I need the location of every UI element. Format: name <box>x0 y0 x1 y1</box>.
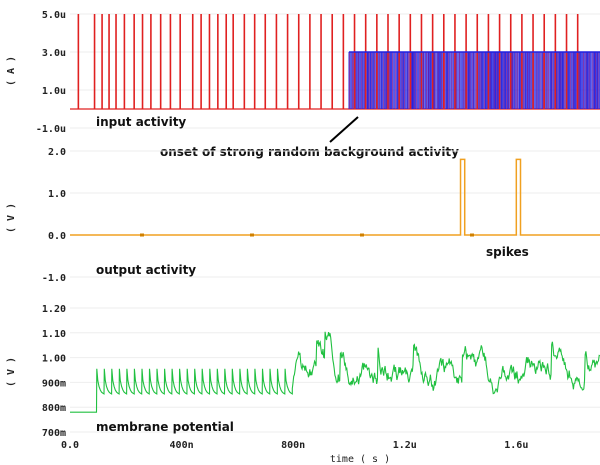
panel2-ytick-label: 0.0 <box>48 231 66 242</box>
panel1-ylabel: ( A ) <box>6 56 17 86</box>
panel2-ytick-label: 1.0 <box>48 189 66 200</box>
panel1-ytick-label: 1.0u <box>42 86 66 97</box>
panel3-series <box>70 331 600 413</box>
output-baseline-mark <box>250 233 254 237</box>
panel2-ytick-label: 2.0 <box>48 147 66 158</box>
panel1-series <box>70 14 600 110</box>
panel1-ytick-label: -1.0u <box>36 124 66 135</box>
x-tick-label: 0.0 <box>61 440 79 451</box>
panel2-ytick-labels: 2.0 1.0 0.0 -1.0 <box>42 147 66 284</box>
panel2-series <box>70 158 600 237</box>
annotation-output-activity: output activity <box>96 263 196 277</box>
panel2-ylabel: ( V ) <box>6 203 17 233</box>
x-tick-label: 1.2u <box>393 440 417 451</box>
panel3-ytick-labels: 1.20 1.10 1.00 900m 800m 700m <box>42 304 66 439</box>
panel3-ytick-label: 1.20 <box>42 304 66 315</box>
panel1-ytick-label: 5.0u <box>42 10 66 21</box>
panel1-ytick-label: 3.0u <box>42 48 66 59</box>
output-baseline-mark <box>140 233 144 237</box>
panel-output-activity: 2.0 1.0 0.0 -1.0 ( V ) output activity spik… <box>6 147 600 284</box>
panel1-ytick-labels: 5.0u 3.0u 1.0u -1.0u <box>36 10 66 135</box>
panel2-ytick-label: -1.0 <box>42 273 66 284</box>
onset-annotation-pointer <box>329 116 359 143</box>
x-axis-label: time ( s ) <box>330 454 390 465</box>
output-trace <box>70 158 600 236</box>
panel3-ytick-label: 900m <box>42 378 66 389</box>
annotation-input-activity: input activity <box>96 115 186 129</box>
panel3-ytick-label: 1.10 <box>42 329 66 340</box>
x-tick-label: 800n <box>281 440 305 451</box>
x-tick-labels: 0.0 400n 800n 1.2u 1.6u <box>61 440 528 451</box>
membrane-trace <box>70 331 600 413</box>
output-baseline-mark <box>360 233 364 237</box>
panel-input-activity: 5.0u 3.0u 1.0u -1.0u ( A ) input activity o… <box>6 8 600 159</box>
x-tick-label: 400n <box>170 440 194 451</box>
panel3-ytick-label: 800m <box>42 403 66 414</box>
annotation-spikes: spikes <box>486 245 529 259</box>
annotation-membrane-potential: membrane potential <box>96 420 234 434</box>
x-tick-label: 1.6u <box>504 440 528 451</box>
panel3-ytick-label: 1.00 <box>42 354 66 365</box>
panel3-ytick-label: 700m <box>42 428 66 439</box>
annotation-onset: onset of strong random background activi… <box>160 145 459 159</box>
panel3-ylabel: ( V ) <box>6 357 17 387</box>
panel-membrane-potential: 1.20 1.10 1.00 900m 800m 700m ( V ) membrane … <box>6 304 600 465</box>
output-baseline-mark <box>470 233 474 237</box>
